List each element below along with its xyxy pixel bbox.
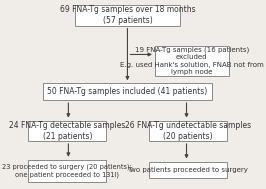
Text: 19 FNA-Tg samples (16 patients)
excluded
E.g. used Hank's solution, FNAB not fro: 19 FNA-Tg samples (16 patients) excluded… xyxy=(120,46,264,75)
FancyBboxPatch shape xyxy=(43,83,212,100)
Text: 24 FNA-Tg detectable samples
(21 patients): 24 FNA-Tg detectable samples (21 patient… xyxy=(9,121,126,141)
FancyBboxPatch shape xyxy=(28,121,106,141)
Text: Two patients proceeded to surgery: Two patients proceeded to surgery xyxy=(127,167,248,173)
FancyBboxPatch shape xyxy=(75,5,180,26)
Text: 26 FNA-Tg undetectable samples
(20 patients): 26 FNA-Tg undetectable samples (20 patie… xyxy=(124,121,251,141)
Text: 23 proceeded to surgery (20 patients);
one patient proceeded to 131I): 23 proceeded to surgery (20 patients); o… xyxy=(2,164,132,178)
FancyBboxPatch shape xyxy=(155,46,229,76)
FancyBboxPatch shape xyxy=(28,160,106,182)
Text: 50 FNA-Tg samples included (41 patients): 50 FNA-Tg samples included (41 patients) xyxy=(47,87,207,96)
FancyBboxPatch shape xyxy=(148,162,227,178)
FancyBboxPatch shape xyxy=(148,121,227,141)
Text: 69 FNA-Tg samples over 18 months
(57 patients): 69 FNA-Tg samples over 18 months (57 pat… xyxy=(60,5,195,25)
